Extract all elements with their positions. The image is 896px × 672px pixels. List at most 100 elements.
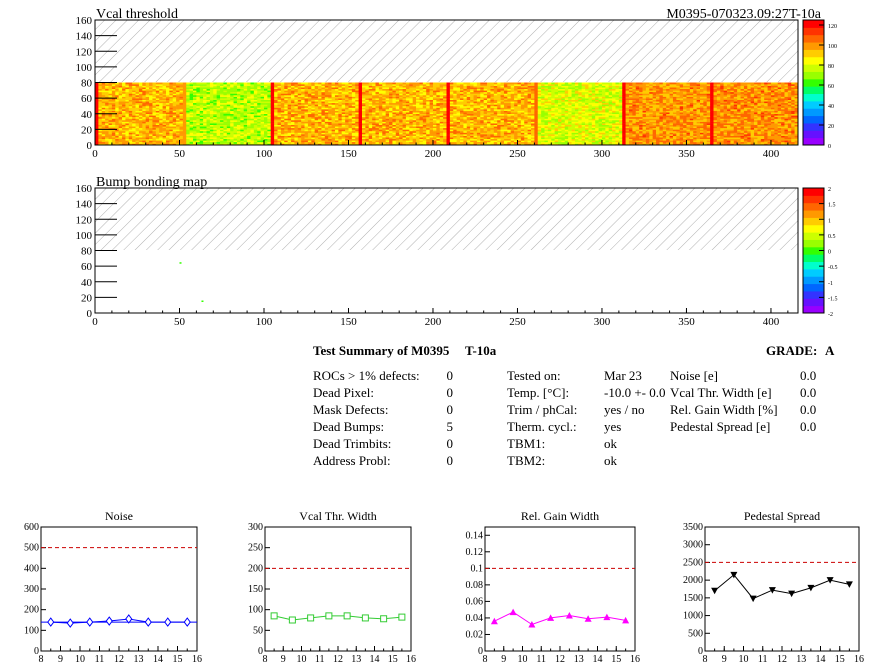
map-cell (297, 105, 302, 108)
map-cell (318, 93, 322, 96)
map-cell (483, 95, 488, 97)
map-cell (345, 109, 349, 111)
map-cell (98, 90, 103, 93)
map-cell (307, 98, 312, 100)
map-cell (368, 126, 373, 129)
map-cell (348, 132, 353, 135)
map-cell (375, 116, 380, 119)
map-cell (287, 112, 292, 115)
map-cell (243, 137, 248, 140)
map-cell (382, 99, 386, 102)
map-cell (216, 129, 221, 132)
map-cell (375, 99, 380, 102)
map-cell (122, 126, 126, 129)
map-cell (132, 138, 136, 141)
map-cell (463, 143, 468, 145)
map-cell (196, 112, 201, 115)
map-cell (260, 118, 265, 121)
map-cell (368, 113, 373, 116)
map-cell (95, 93, 99, 96)
map-cell (206, 140, 211, 143)
map-cell (111, 116, 116, 119)
map-cell (449, 132, 454, 135)
map-cell (101, 88, 106, 91)
map-cell (284, 88, 288, 91)
map-cell (497, 120, 501, 122)
map-cell (443, 129, 447, 132)
map-cell (233, 126, 238, 129)
map-cell (193, 113, 197, 116)
map-cell (470, 107, 474, 110)
map-cell (426, 90, 430, 93)
map-cell (446, 123, 451, 125)
map-cell (514, 124, 518, 127)
map-cell (351, 93, 356, 96)
map-cell (196, 96, 201, 99)
map-cell (172, 143, 177, 145)
map-cell (402, 115, 407, 118)
map-cell (111, 135, 116, 138)
map-cell (439, 105, 444, 108)
map-cell (324, 93, 329, 96)
map-cell (95, 129, 99, 132)
map-cell (324, 129, 329, 132)
map-cell (307, 84, 312, 86)
map-cell (389, 115, 393, 118)
map-cell (334, 104, 339, 107)
map-cell (453, 102, 457, 105)
map-cell (311, 102, 315, 105)
map-cell (378, 104, 383, 107)
map-cell (193, 138, 197, 141)
map-cell (213, 123, 217, 125)
map-cell (328, 96, 332, 99)
map-cell (466, 93, 471, 96)
map-cell (199, 137, 204, 140)
map-cell (138, 87, 143, 90)
map-cell (189, 99, 194, 102)
map-cell (439, 90, 444, 93)
map-cell (159, 113, 163, 116)
map-cell (291, 135, 295, 138)
map-cell (122, 87, 126, 90)
map-cell (172, 99, 177, 102)
map-cell (138, 138, 143, 141)
map-cell (189, 121, 194, 124)
map-cell (149, 138, 153, 141)
map-cell (149, 85, 153, 88)
map-cell (510, 132, 515, 135)
map-cell (111, 84, 116, 86)
map-cell (267, 84, 272, 86)
map-cell (375, 96, 380, 99)
map-cell (368, 143, 373, 145)
map-cell (196, 107, 201, 110)
map-cell (334, 93, 339, 96)
map-cell (203, 84, 207, 86)
map-cell (216, 88, 221, 91)
map-cell (118, 138, 123, 141)
map-cell (196, 82, 201, 85)
map-cell (165, 84, 170, 86)
map-cell (186, 105, 190, 108)
map-cell (510, 107, 515, 110)
map-cell (503, 130, 508, 133)
map-cell (463, 141, 468, 144)
map-cell (206, 124, 211, 127)
map-cell (142, 113, 146, 116)
map-cell (460, 90, 464, 93)
map-cell (98, 109, 103, 111)
map-cell (193, 126, 197, 129)
map-cell (449, 143, 454, 145)
map-cell (199, 102, 204, 105)
map-cell (460, 109, 464, 111)
map-cell (439, 85, 444, 88)
map-cell (162, 118, 167, 121)
map-cell (155, 104, 160, 107)
map-cell (250, 141, 255, 144)
map-cell (98, 143, 103, 145)
map-cell (355, 99, 359, 102)
map-cell (122, 134, 126, 136)
map-cell (311, 112, 315, 115)
map-cell (287, 134, 292, 136)
map-cell (260, 129, 265, 132)
map-cell (375, 93, 380, 96)
